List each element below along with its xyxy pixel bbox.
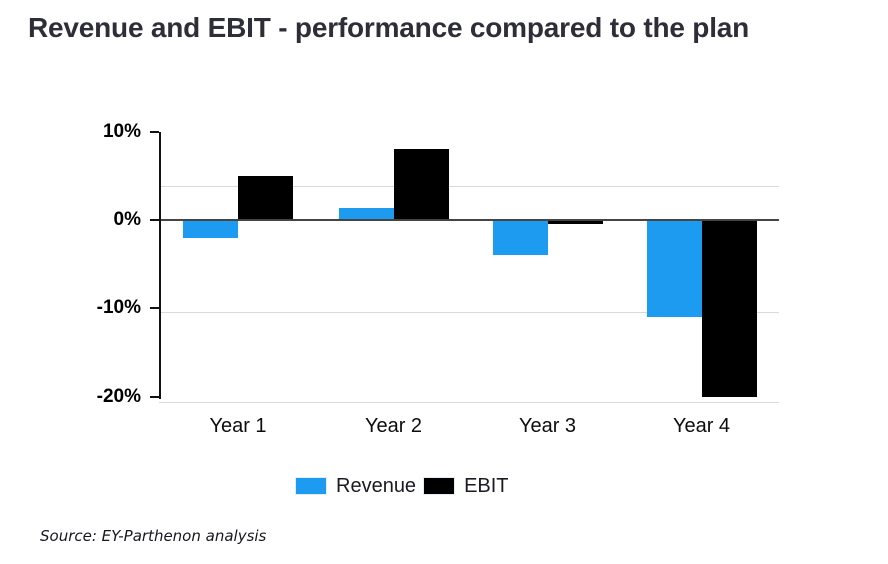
gridline xyxy=(159,186,779,187)
y-tick-label: 10% xyxy=(102,120,141,142)
legend-label-ebit: EBIT xyxy=(464,475,509,497)
chart-title: Revenue and EBIT - performance compared … xyxy=(28,12,750,43)
y-tick-label: -20% xyxy=(96,385,141,407)
y-axis-tick xyxy=(150,395,159,398)
legend-item-revenue: Revenue xyxy=(296,475,416,497)
source-note: Source: EY-Parthenon analysis xyxy=(40,527,267,545)
gridline xyxy=(159,311,779,313)
bar-ebit-year-3 xyxy=(547,220,603,225)
bar-revenue-year-2 xyxy=(338,207,394,220)
x-category-label: Year 3 xyxy=(518,415,577,437)
bar-ebit-year-2 xyxy=(393,149,449,220)
y-axis-tick xyxy=(150,307,159,310)
gridline xyxy=(159,402,779,403)
bar-revenue-year-3 xyxy=(492,220,548,256)
x-category-label: Year 2 xyxy=(364,415,423,437)
bar-ebit-year-4 xyxy=(701,220,757,397)
y-tick-label: -10% xyxy=(96,297,141,319)
bar-revenue-year-1 xyxy=(183,220,238,238)
x-category-label: Year 1 xyxy=(209,415,267,437)
bar-revenue-year-4 xyxy=(646,220,702,318)
legend-item-ebit: EBIT xyxy=(424,475,509,497)
legend-swatch-ebit xyxy=(424,478,455,494)
legend-label-revenue: Revenue xyxy=(336,475,417,497)
y-axis-tick xyxy=(150,130,159,133)
legend: Revenue EBIT xyxy=(296,475,509,497)
zero-baseline xyxy=(159,219,779,221)
y-tick-label: 0% xyxy=(113,209,141,230)
y-axis-tick xyxy=(150,219,159,221)
bar-ebit-year-1 xyxy=(238,175,293,220)
y-axis-line xyxy=(159,131,161,399)
x-category-label: Year 4 xyxy=(672,415,731,437)
legend-swatch-revenue xyxy=(296,478,326,494)
